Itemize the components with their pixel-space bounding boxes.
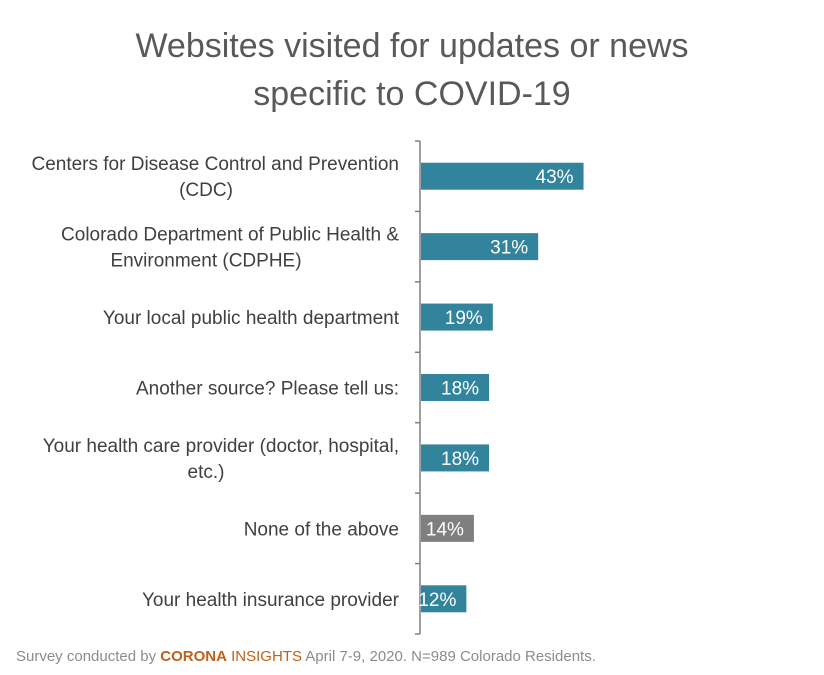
bar xyxy=(421,162,584,190)
category-axis xyxy=(415,140,421,635)
category-label-line: Another source? Please tell us: xyxy=(136,379,399,400)
category-label-line: (CDC) xyxy=(179,180,233,201)
bar xyxy=(421,374,490,401)
category-label: Your health insurance provider xyxy=(142,590,400,611)
footnote: Survey conducted by CORONA INSIGHTS Apri… xyxy=(16,648,596,665)
value-label: 18% xyxy=(441,379,479,400)
value-label: 18% xyxy=(441,449,479,470)
footnote-suffix: April 7-9, 2020. N=989 Colorado Resident… xyxy=(301,648,596,665)
chart-title-line-1: Websites visited for updates or news xyxy=(135,27,689,65)
category-label-line: Colorado Department of Public Health & xyxy=(61,225,399,246)
bar xyxy=(421,303,493,331)
category-label-line: Your health insurance provider xyxy=(142,590,400,611)
bar-chart: Centers for Disease Control and Preventi… xyxy=(31,140,584,635)
value-label: 14% xyxy=(426,519,464,540)
category-label: Colorado Department of Public Health & En… xyxy=(61,225,399,272)
category-label: Your local public health department xyxy=(103,308,400,329)
value-label: 19% xyxy=(445,308,483,329)
category-label-line: Your health care provider (doctor, hospi… xyxy=(43,436,399,457)
category-label: Your health care provider (doctor, hospi… xyxy=(43,436,399,483)
bar xyxy=(421,444,490,472)
value-label: 43% xyxy=(536,167,574,188)
category-labels: Centers for Disease Control and Preventi… xyxy=(31,154,399,611)
chart-title-line-2: specific to COVID-19 xyxy=(253,75,571,113)
category-label-line: etc.) xyxy=(188,462,225,483)
value-labels: 43% 31% 19% 18% 18% 14% 12% xyxy=(418,167,573,611)
bars xyxy=(421,162,584,613)
category-label-line: Centers for Disease Control and Preventi… xyxy=(31,154,399,175)
value-label: 31% xyxy=(490,238,528,259)
bar xyxy=(421,585,467,613)
category-label: None of the above xyxy=(244,519,399,540)
category-label: Centers for Disease Control and Preventi… xyxy=(31,154,399,201)
bar xyxy=(421,233,539,261)
category-label-line: None of the above xyxy=(244,519,399,540)
footnote-brand-insights: INSIGHTS xyxy=(226,648,302,665)
bar xyxy=(421,514,474,542)
footnote-prefix: Survey conducted by xyxy=(16,648,161,665)
category-label-line: Environment (CDPHE) xyxy=(110,251,301,272)
chart-title: Websites visited for updates or news spe… xyxy=(0,22,824,118)
footnote-brand-corona: CORONA xyxy=(160,648,227,665)
category-label-line: Your local public health department xyxy=(103,308,400,329)
value-label: 12% xyxy=(418,590,456,611)
category-label: Another source? Please tell us: xyxy=(136,379,399,400)
